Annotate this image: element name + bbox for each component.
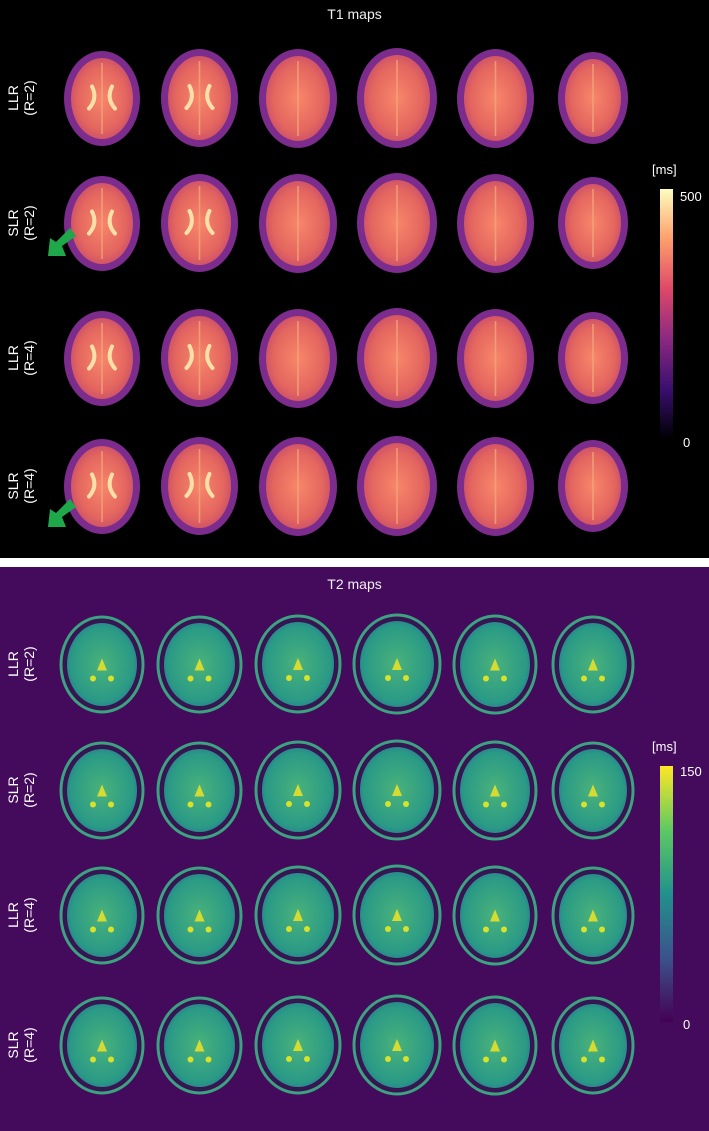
t1-brain-slice-r3-c2 xyxy=(160,309,238,407)
t2-brain-slice-r2-c4 xyxy=(352,739,442,841)
t2-brain-slice-r2-c5 xyxy=(452,740,538,840)
t1-brain-slice-r2-c5 xyxy=(456,173,534,273)
t2-brain-slice-r2-c3 xyxy=(254,740,342,840)
t2-brain-slice-r4-c5 xyxy=(452,995,538,1095)
t2-brain-slice-r3-c2 xyxy=(156,866,242,964)
t2-brain-slice-r4-c4 xyxy=(352,994,442,1096)
t1-brain-slice-r2-c1 xyxy=(64,175,140,271)
t1-brain-slice-r2-c2 xyxy=(160,174,238,272)
t2-brain-slice-r1-c3 xyxy=(254,614,342,714)
t2-brain-slice-r4-c1 xyxy=(59,996,145,1094)
t1-arrow-icon-row4 xyxy=(48,499,76,527)
t2-brain-slice-r1-c5 xyxy=(452,614,538,714)
t2-brain-slice-r2-c1 xyxy=(59,741,145,839)
t2-brain-slice-r4-c2 xyxy=(156,996,242,1094)
t2-brain-slice-r4-c6 xyxy=(551,996,635,1094)
t1-colorbar xyxy=(660,189,673,438)
t2-maps-panel: T2 maps LLR (R=2) SLR (R=2) LLR (R=4) SLR (R… xyxy=(0,567,709,1131)
t1-brain-slice-r2-c6 xyxy=(558,177,628,269)
t1-brain-slice-r4-c1 xyxy=(64,438,140,534)
t1-brain-slice-r3-c4 xyxy=(357,308,437,408)
t1-brain-slice-r4-c5 xyxy=(456,436,534,536)
t1-brain-slice-r1-c6 xyxy=(558,52,628,144)
t2-brain-slice-r3-c3 xyxy=(254,865,342,965)
t1-brain-slice-r1-c2 xyxy=(160,49,238,147)
t1-arrow-icon-row2 xyxy=(48,228,76,256)
t1-brain-slice-r2-c4 xyxy=(357,173,437,273)
t2-row-label-1: LLR (R=2) xyxy=(5,646,37,682)
t1-brain-slice-r3-c3 xyxy=(259,308,337,408)
t1-row-label-1: LLR (R=2) xyxy=(5,80,37,116)
t1-row-label-2: SLR (R=2) xyxy=(5,205,37,241)
t2-brain-slice-r3-c5 xyxy=(452,865,538,965)
t1-brain-slice-r4-c2 xyxy=(160,437,238,535)
t2-colorbar-unit: [ms] xyxy=(652,739,677,754)
t1-brain-slice-r3-c6 xyxy=(558,312,628,404)
t1-brain-slice-r4-c3 xyxy=(259,436,337,536)
t1-colorbar-min: 0 xyxy=(683,435,691,450)
t1-row-label-4: SLR (R=4) xyxy=(5,468,37,504)
t2-brain-slice-r2-c2 xyxy=(156,741,242,839)
t2-brain-slice-r2-c6 xyxy=(551,741,635,839)
t1-brain-slice-r2-c3 xyxy=(259,173,337,273)
t1-brain-slice-r4-c4 xyxy=(357,436,437,536)
t2-brain-slice-r1-c1 xyxy=(59,615,145,713)
t1-brain-slice-r1-c4 xyxy=(357,48,437,148)
t1-row-label-3: LLR (R=4) xyxy=(5,340,37,376)
t2-brain-slice-r3-c1 xyxy=(59,866,145,964)
t2-brain-slice-r3-c4 xyxy=(352,864,442,966)
t2-brain-slice-r3-c6 xyxy=(551,866,635,964)
t1-brain-slice-r4-c6 xyxy=(558,440,628,532)
t1-brain-slice-r3-c5 xyxy=(456,308,534,408)
t2-brain-slice-r1-c6 xyxy=(551,615,635,713)
t2-brain-slice-r1-c2 xyxy=(156,615,242,713)
t1-brain-slice-r1-c3 xyxy=(259,48,337,148)
t2-panel-title: T2 maps xyxy=(327,576,382,592)
t2-colorbar xyxy=(660,766,673,1022)
t2-row-label-2: SLR (R=2) xyxy=(5,772,37,808)
t2-colorbar-min: 0 xyxy=(683,1017,691,1032)
t1-colorbar-unit: [ms] xyxy=(652,162,677,177)
t1-colorbar-max: 500 xyxy=(680,189,702,204)
t1-maps-panel: T1 maps LLR (R=2) SLR (R=2) LLR (R=4) SLR (R… xyxy=(0,0,709,558)
t2-brain-slice-r1-c4 xyxy=(352,613,442,715)
t1-panel-title: T1 maps xyxy=(327,6,382,22)
t1-brain-slice-r1-c1 xyxy=(64,50,140,146)
t1-brain-slice-r3-c1 xyxy=(64,310,140,406)
t2-colorbar-max: 150 xyxy=(680,764,702,779)
t2-brain-slice-r4-c3 xyxy=(254,995,342,1095)
t1-brain-slice-r1-c5 xyxy=(456,48,534,148)
t2-row-label-3: LLR (R=4) xyxy=(5,897,37,933)
t2-row-label-4: SLR (R=4) xyxy=(5,1027,37,1063)
